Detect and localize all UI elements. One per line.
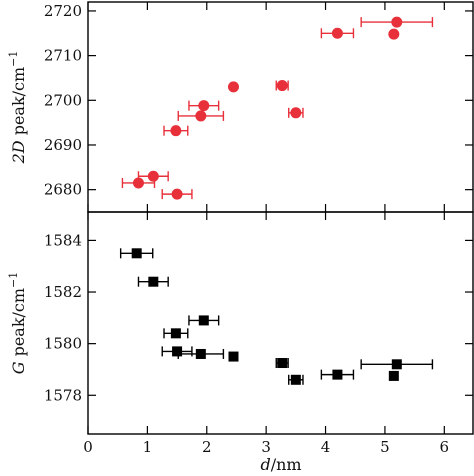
y-axis-title-sup: −1	[7, 272, 20, 288]
data-point	[188, 100, 220, 112]
data-point	[188, 315, 220, 326]
data-point	[227, 81, 239, 93]
data-point	[320, 27, 355, 39]
data-point	[360, 359, 434, 370]
x-tick-label: 3	[261, 438, 271, 456]
data-point	[288, 374, 304, 385]
data-point	[360, 16, 434, 28]
marker-circle	[391, 16, 403, 28]
marker-square	[131, 248, 142, 259]
y-tick-label: 1580	[44, 335, 82, 353]
data-point	[288, 107, 304, 119]
marker-square	[388, 370, 399, 381]
panel-bottom: 1578 1580 1582 1584 G peak/cm−1	[7, 211, 474, 435]
marker-square	[228, 351, 239, 362]
marker-square	[290, 374, 301, 385]
x-tick-label: 2	[202, 438, 212, 456]
y-tick-label: 1584	[44, 231, 82, 249]
y-axis-title-unit: peak/cm	[9, 67, 28, 141]
y-axis-title: G peak/cm−1	[7, 272, 28, 375]
x-tick-label: 6	[440, 438, 450, 456]
marker-circle	[227, 81, 239, 93]
marker-square	[391, 359, 402, 370]
data-point	[388, 28, 400, 40]
data-point	[177, 110, 225, 122]
marker-circle	[171, 188, 183, 200]
x-axis-title: d/nm	[260, 455, 301, 474]
marker-circle	[388, 28, 400, 40]
y-tick-label: 2720	[44, 2, 82, 20]
marker-square	[198, 315, 209, 326]
y-tick-label: 2680	[44, 181, 82, 199]
y-axis-title-var: 2D	[9, 140, 28, 164]
y-tick-label: 1582	[44, 283, 82, 301]
panel-top: 2680 2690 2700 2710 2720 2D peak/cm−1	[7, 1, 474, 213]
x-axis-title-var: d	[260, 455, 270, 474]
y-axis-title-var: G	[9, 361, 28, 374]
x-tick-label: 5	[380, 438, 390, 456]
marker-circle	[198, 100, 210, 112]
data-point	[177, 348, 225, 359]
y-tick-label: 2700	[44, 91, 82, 109]
marker-square	[148, 276, 159, 287]
data-point	[228, 351, 239, 362]
y-axis-title-unit: peak/cm	[9, 288, 28, 362]
marker-circle	[147, 170, 159, 182]
data-point	[388, 370, 399, 381]
x-tick-label: 1	[143, 438, 153, 456]
y-tick-label: 2690	[44, 136, 82, 154]
plot-frame	[87, 1, 474, 213]
marker-circle	[132, 177, 144, 189]
marker-square	[172, 346, 183, 357]
marker-circle	[276, 80, 288, 92]
data-point	[137, 170, 169, 182]
y-axis-title: 2D peak/cm−1	[7, 51, 28, 165]
data-point	[320, 369, 355, 380]
marker-square	[170, 328, 181, 339]
data-point	[163, 328, 189, 339]
marker-circle	[331, 27, 343, 39]
data-point	[163, 125, 189, 137]
y-tick-label: 2710	[44, 47, 82, 65]
data-point	[137, 276, 169, 287]
data-point	[161, 346, 193, 357]
marker-square	[332, 369, 343, 380]
data-point	[275, 80, 289, 92]
x-tick-label: 4	[321, 438, 331, 456]
data-point	[161, 188, 193, 200]
plot-frame	[87, 211, 474, 435]
marker-circle	[290, 107, 302, 119]
marker-circle	[170, 125, 182, 137]
marker-square	[277, 358, 288, 369]
x-tick-label: 0	[83, 438, 93, 456]
data-point	[119, 248, 154, 259]
y-tick-label: 1578	[44, 386, 82, 404]
marker-square	[195, 348, 206, 359]
data-point	[275, 358, 289, 369]
x-axis-title-unit: /nm	[271, 455, 302, 474]
marker-circle	[195, 110, 207, 122]
y-axis-title-sup: −1	[7, 51, 20, 67]
